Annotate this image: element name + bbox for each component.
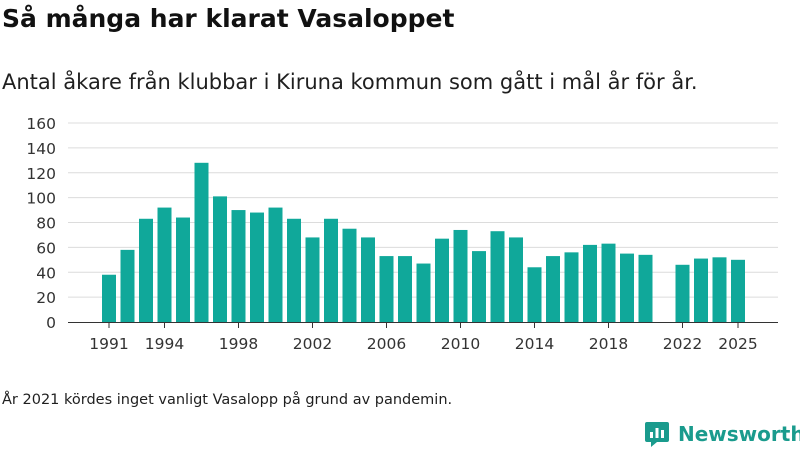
- y-tick-label: 40: [36, 264, 56, 282]
- x-tick-label: 2022: [663, 335, 702, 353]
- bar-2024: [712, 257, 727, 322]
- y-tick-label: 60: [36, 239, 56, 257]
- bar-1996: [194, 162, 209, 322]
- bar-2011: [472, 251, 486, 322]
- y-axis: 0 20 40 60 80 100 120 140 160: [26, 115, 56, 332]
- bar-2013: [509, 237, 523, 322]
- bar-1993: [139, 218, 153, 322]
- bar-2018: [601, 243, 616, 322]
- chart-title: Så många har klarat Vasaloppet: [2, 4, 455, 33]
- bar-2017: [583, 244, 597, 322]
- bar-1998: [231, 210, 246, 322]
- bar-2023: [694, 258, 708, 322]
- x-tick-label: 2014: [515, 335, 554, 353]
- y-tick-label: 80: [36, 215, 56, 233]
- bar-2012: [490, 231, 505, 322]
- y-tick-label: 100: [26, 190, 56, 208]
- bars: [102, 162, 745, 322]
- newsworthy-logo-icon: [645, 422, 669, 447]
- x-tick-label: 2006: [367, 335, 406, 353]
- x-axis: 1991 1994 1998 2002 2006 2010 2014 2018 2022 2025: [68, 322, 778, 353]
- bar-1999: [250, 212, 264, 322]
- bar-2005: [361, 237, 375, 322]
- bar-2000: [268, 207, 283, 322]
- bar-2020: [638, 254, 653, 322]
- bar-2016: [564, 252, 579, 322]
- bar-2014: [527, 267, 542, 322]
- y-tick-label: 140: [26, 140, 56, 158]
- bar-2022: [675, 264, 690, 322]
- chart-subtitle: Antal åkare från klubbar i Kiruna kommun…: [2, 70, 698, 94]
- bar-2009: [435, 238, 449, 322]
- x-tick-label: 2002: [293, 335, 332, 353]
- bar-2015: [546, 256, 560, 322]
- x-tick-label: 1991: [89, 335, 128, 353]
- bar-2010: [453, 229, 468, 322]
- bar-2001: [287, 218, 301, 322]
- x-tick-label: 2025: [718, 335, 757, 353]
- bar-2006: [379, 256, 394, 322]
- y-tick-label: 20: [36, 289, 56, 307]
- bar-2002: [305, 237, 320, 322]
- x-tick-label: 2010: [441, 335, 480, 353]
- bar-2019: [620, 253, 634, 322]
- x-tick-label: 2018: [589, 335, 628, 353]
- brand-name: Newsworthy: [678, 422, 800, 446]
- bar-1991: [102, 274, 116, 322]
- y-tick-label: 120: [26, 165, 56, 183]
- x-tick-label: 1998: [219, 335, 258, 353]
- bar-2008: [416, 263, 431, 322]
- y-tick-label: 0: [46, 314, 56, 332]
- bar-2004: [342, 228, 357, 322]
- bar-1997: [213, 196, 227, 322]
- footnote: År 2021 kördes inget vanligt Vasalopp på…: [2, 392, 453, 408]
- bar-2025: [731, 259, 745, 322]
- y-tick-label: 160: [26, 115, 56, 133]
- gridlines: [68, 122, 778, 298]
- bar-1994: [157, 207, 172, 322]
- bar-2003: [324, 218, 338, 322]
- bar-1992: [120, 249, 135, 322]
- x-tick-label: 1994: [145, 335, 184, 353]
- bar-1995: [176, 217, 190, 322]
- bar-2007: [398, 256, 412, 322]
- brand-logo: Newsworthy: [644, 420, 800, 448]
